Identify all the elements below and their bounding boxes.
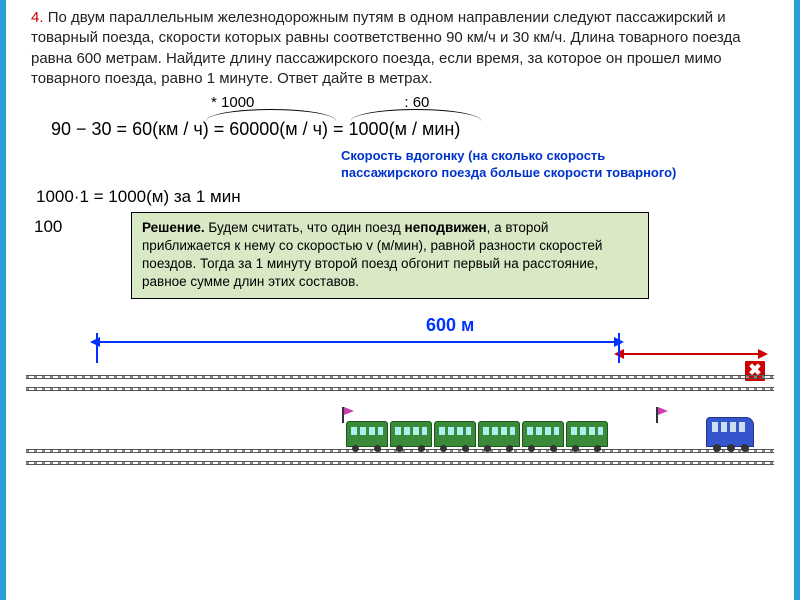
flag-icon [342,407,344,423]
conversion-hints: * 1000 : 60 [211,94,769,111]
wagon-icon [478,421,520,447]
locomotive [706,417,754,447]
blue-arrow [96,341,616,343]
wagon-icon [346,421,388,447]
main-equation: 90 − 30 = 60(км / ч) = 60000(м / ч) = 10… [51,119,769,140]
wagon-icon [434,421,476,447]
problem-number: 4. [31,9,44,26]
tick-icon [96,333,98,363]
calc-left-fragment: 100 [34,217,62,237]
wagon-icon [566,421,608,447]
blue-annotation: Скорость вдогонку (на сколько скорость п… [341,148,769,182]
mult-hint: * 1000 [211,94,254,111]
wagon-icon [390,421,432,447]
arrow-left-icon [90,337,100,347]
calc-line-1: 1000·1 = 1000(м) за 1 мин [36,187,769,207]
arrow-right-icon [758,349,768,359]
distance-label: 600 м [426,315,474,336]
solution-box: Решение. Будем считать, что один поезд н… [131,212,649,299]
train-diagram: 600 м [6,309,794,489]
rail-track [26,461,774,465]
problem-body: По двум параллельным железнодорожным пут… [31,9,741,87]
solution-label: Решение. [142,220,205,235]
rail-track [26,387,774,391]
tick-icon [618,333,620,363]
problem-statement: 4. По двум параллельным железнодорожным … [31,8,769,89]
loco-icon [706,417,754,447]
rail-track [26,375,774,379]
flag-icon [656,407,658,423]
freight-train [346,421,608,447]
wagon-icon [522,421,564,447]
red-arrow [620,353,760,355]
